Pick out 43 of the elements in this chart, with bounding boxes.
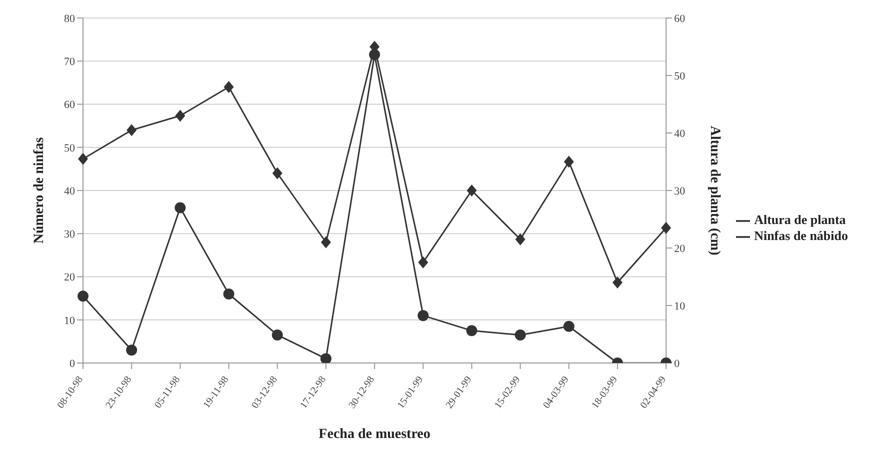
y-tick-label: 40 [64, 185, 76, 198]
y-tick-label: 70 [64, 56, 76, 68]
y2-tick-label: 0 [674, 358, 680, 370]
point [78, 152, 88, 165]
y-axis-title: Número de ninfas [32, 136, 47, 244]
point [612, 276, 622, 288]
point [418, 310, 429, 322]
point [418, 256, 428, 268]
point [466, 325, 478, 336]
point [78, 290, 88, 302]
point [126, 344, 138, 356]
point [661, 222, 672, 234]
point [223, 288, 234, 300]
point [515, 233, 526, 246]
y-tick-label: 80 [64, 12, 76, 25]
y2-tick-label: 10 [674, 300, 686, 312]
point [224, 81, 234, 93]
legend-label: Altura de planta [754, 212, 846, 227]
point [563, 320, 574, 332]
legend-label: Ninfas de nábido [754, 228, 848, 243]
y-tick-label: 60 [64, 99, 76, 112]
y2-tick-label: 20 [674, 242, 686, 255]
y2-axis-title: Altura de planta (cm) [707, 126, 722, 256]
y2-tick-label: 40 [674, 128, 686, 140]
point [272, 167, 282, 180]
point [175, 110, 186, 122]
y2-tick-label: 60 [674, 12, 686, 25]
y-tick-label: 30 [64, 228, 76, 241]
y2-tick-label: 50 [674, 70, 686, 82]
point [174, 202, 186, 214]
point [320, 236, 331, 248]
point [564, 156, 574, 168]
point [320, 353, 332, 363]
point [466, 184, 477, 196]
y-tick-label: 50 [64, 142, 76, 154]
y2-tick-label: 30 [674, 185, 686, 198]
point [272, 329, 283, 340]
y-tick-label: 10 [64, 314, 76, 327]
y-tick-label: 20 [64, 272, 76, 284]
point [126, 124, 137, 136]
x-axis-title: Fecha de muestreo [318, 427, 430, 442]
point [514, 329, 526, 340]
y-tick-label: 0 [70, 358, 76, 370]
